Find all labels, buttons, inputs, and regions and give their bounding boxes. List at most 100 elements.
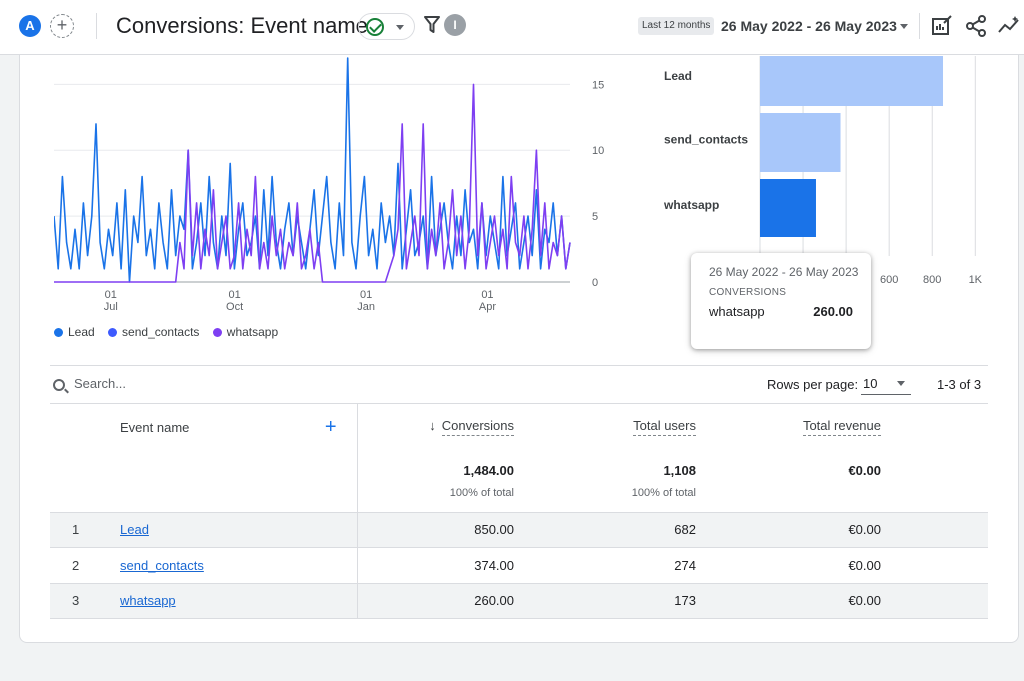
search-icon <box>53 379 65 391</box>
row-revenue: €0.00 <box>706 511 891 548</box>
series-line-whatsapp <box>54 83 571 283</box>
revenue-total: €0.00 <box>848 463 881 478</box>
chart-legend: Lead send_contacts whatsapp <box>54 325 288 339</box>
customize-report-icon[interactable] <box>930 14 954 38</box>
tooltip-date-range: 26 May 2022 - 26 May 2023 <box>709 265 859 279</box>
row-conversions: 260.00 <box>357 582 524 619</box>
users-header-label: Total users <box>633 418 696 436</box>
row-users: 682 <box>524 511 706 548</box>
pagination-text: 1-3 of 3 <box>937 377 982 392</box>
event-link[interactable]: whatsapp <box>120 593 176 609</box>
row-spacer <box>891 547 988 583</box>
y-tick-label: 10 <box>592 145 604 157</box>
share-icon[interactable] <box>964 14 988 38</box>
legend-item-whatsapp[interactable]: whatsapp <box>212 325 279 339</box>
tooltip-metric: CONVERSIONS <box>709 287 787 298</box>
table-toolbar: Rows per page: 10 1-3 of 3 <box>50 365 988 404</box>
legend-dot <box>108 328 118 337</box>
date-range-picker[interactable]: 26 May 2022 - 26 May 2023 <box>721 18 897 34</box>
bar-category-label: whatsapp <box>663 198 719 212</box>
y-tick-label: 15 <box>592 79 604 91</box>
row-event-name: send_contacts <box>110 547 358 583</box>
bar-send-contacts <box>760 113 841 172</box>
rows-per-page-value: 10 <box>863 376 878 391</box>
search-input[interactable] <box>74 376 374 391</box>
top-bar: A + Conversions: Event name I Last 12 mo… <box>0 0 1024 55</box>
table-header-row: Event name + ↓ Conversions 1,484.00 100% … <box>50 404 988 512</box>
event-link[interactable]: Lead <box>120 522 149 538</box>
table-row: 3 whatsapp 260.00 173 €0.00 <box>50 582 988 619</box>
add-dimension-icon[interactable]: + <box>324 416 337 438</box>
users-total: 1,108 <box>663 463 696 478</box>
tooltip-label: whatsapp <box>709 304 765 319</box>
legend-dot <box>212 328 222 337</box>
add-comparison-button[interactable]: + <box>50 14 74 38</box>
filter-icon[interactable] <box>424 16 440 34</box>
x-tick-day: 01 <box>228 289 240 301</box>
x-tick-day: 01 <box>481 289 493 301</box>
date-range-label: Last 12 months <box>638 17 715 35</box>
conversions-total: 1,484.00 <box>463 463 514 478</box>
row-index: 2 <box>50 547 110 583</box>
data-table: Event name + ↓ Conversions 1,484.00 100% … <box>50 404 988 619</box>
legend-label: Lead <box>68 325 95 339</box>
event-link[interactable]: send_contacts <box>120 557 204 573</box>
divider <box>96 13 97 39</box>
table-row: 2 send_contacts 374.00 274 €0.00 <box>50 547 988 583</box>
x-tick-month: Jul <box>104 301 118 313</box>
row-index: 3 <box>50 582 110 619</box>
bar-chart: Lead send_contacts whatsapp 600 800 1K <box>663 56 983 286</box>
users-header[interactable]: Total users 1,108 100% of total <box>524 404 706 512</box>
row-spacer <box>891 582 988 619</box>
comparison-avatar[interactable]: A <box>19 15 41 37</box>
bar-whatsapp <box>760 179 816 237</box>
event-name-header-label: Event name <box>120 420 190 435</box>
chevron-down-icon[interactable] <box>900 24 908 29</box>
event-name-header[interactable]: Event name + <box>110 404 358 512</box>
page-title: Conversions: Event name <box>116 13 368 38</box>
bar-category-label: Lead <box>664 69 692 83</box>
info-badge[interactable]: I <box>444 14 466 36</box>
row-index: 1 <box>50 511 110 548</box>
index-header <box>50 404 110 512</box>
x-tick-day: 01 <box>105 289 117 301</box>
chart-tooltip: 26 May 2022 - 26 May 2023 CONVERSIONS wh… <box>691 253 871 349</box>
table-row: 1 Lead 850.00 682 €0.00 <box>50 511 988 548</box>
bar-x-tick-label: 800 <box>923 274 941 286</box>
row-event-name: whatsapp <box>110 582 358 619</box>
x-tick-month: Apr <box>479 301 496 313</box>
legend-label: send_contacts <box>122 325 200 339</box>
bar-x-tick-label: 600 <box>880 274 898 286</box>
bar-category-label: send_contacts <box>664 133 748 147</box>
status-dropdown[interactable] <box>358 13 415 40</box>
x-tick-month: Jan <box>357 301 375 313</box>
legend-item-send-contacts[interactable]: send_contacts <box>108 325 199 339</box>
spacer-header <box>891 404 988 512</box>
check-circle-icon <box>366 18 384 36</box>
sort-down-icon: ↓ <box>429 418 436 433</box>
row-spacer <box>891 511 988 548</box>
conversions-header-label: Conversions <box>441 418 514 436</box>
users-pct: 100% of total <box>631 487 696 499</box>
row-event-name: Lead <box>110 511 358 548</box>
conversions-header[interactable]: ↓ Conversions 1,484.00 100% of total <box>357 404 524 512</box>
chevron-down-icon <box>396 25 404 30</box>
x-tick-day: 01 <box>360 289 372 301</box>
tooltip-value: 260.00 <box>813 304 853 319</box>
rows-per-page-label: Rows per page: <box>767 377 859 392</box>
revenue-header-label: Total revenue <box>802 418 881 436</box>
insights-icon[interactable] <box>997 14 1021 38</box>
legend-dot <box>54 328 63 337</box>
revenue-header[interactable]: Total revenue €0.00 <box>706 404 891 512</box>
conversions-pct: 100% of total <box>449 487 514 499</box>
legend-label: whatsapp <box>226 325 279 339</box>
row-revenue: €0.00 <box>706 547 891 583</box>
legend-item-lead[interactable]: Lead <box>54 325 95 339</box>
y-tick-label: 0 <box>592 277 598 289</box>
rows-per-page-select[interactable]: 10 <box>861 373 911 395</box>
row-revenue: €0.00 <box>706 582 891 619</box>
row-users: 173 <box>524 582 706 619</box>
divider <box>919 13 920 39</box>
row-conversions: 850.00 <box>357 511 524 548</box>
